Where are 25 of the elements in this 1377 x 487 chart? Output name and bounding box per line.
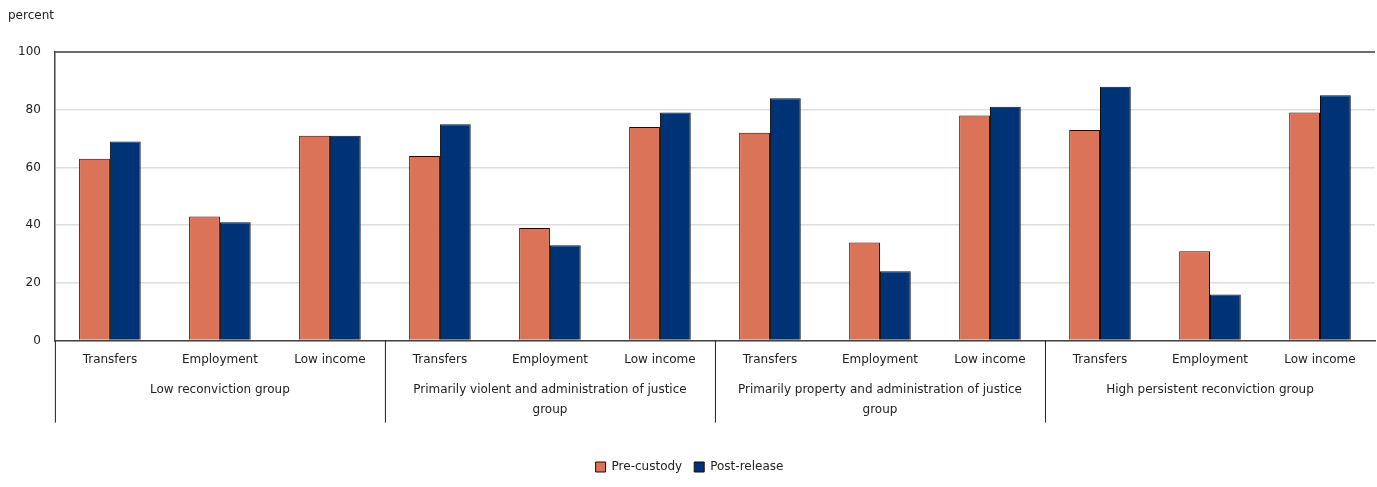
x-tick-label: Employment <box>181 351 259 366</box>
y-tick-label: 60 <box>25 159 41 174</box>
y-axis-title: percent <box>8 8 55 23</box>
y-tick-label: 80 <box>25 101 41 116</box>
x-tick-label: Low income <box>1284 351 1356 366</box>
legend-label: Pre-custody <box>611 459 683 474</box>
text: Primarily violent and administration of justice group <box>413 381 687 416</box>
y-tick-label: 0 <box>33 332 41 347</box>
x-tick-label: Low income <box>294 351 366 366</box>
x-tick-label: Employment <box>1171 351 1249 366</box>
x-tick-label: Transfers <box>81 351 138 366</box>
text: Primarily property and administration of justice group <box>737 381 1022 416</box>
y-tick-label: 100 <box>18 44 41 59</box>
x-tick-label: Employment <box>511 351 589 366</box>
text: High persistent reconviction group <box>1106 381 1314 396</box>
y-tick-label: 20 <box>25 275 41 290</box>
y-tick-label: 40 <box>25 217 41 232</box>
x-tick-label: Low income <box>624 351 696 366</box>
text: Low reconviction group <box>150 381 290 396</box>
x-tick-label: Transfers <box>1071 351 1128 366</box>
legend-label: Post-release <box>710 459 784 474</box>
x-tick-label: Transfers <box>741 351 798 366</box>
x-tick-label: Low income <box>954 351 1026 366</box>
x-tick-label: Transfers <box>411 351 468 366</box>
x-tick-label: Employment <box>841 351 919 366</box>
